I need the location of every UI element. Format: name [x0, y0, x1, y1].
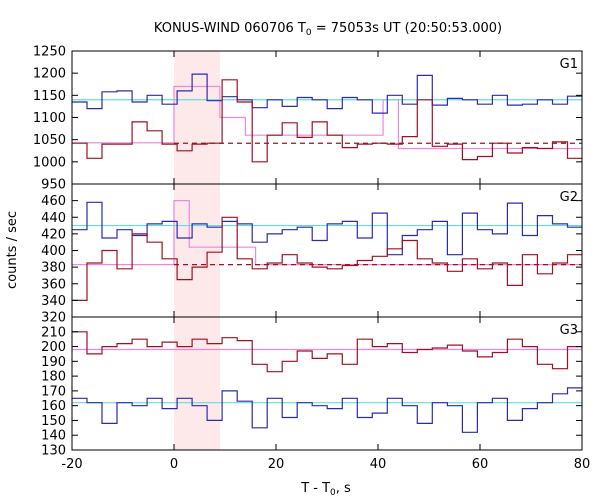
y-tick-label-g1: 950 [41, 178, 66, 193]
y-tick-label-g1: 1250 [33, 45, 66, 60]
panel-g1 [72, 73, 582, 163]
model-step-g2 [72, 200, 582, 266]
panel-frame-g3 [71, 316, 583, 451]
series-red-g2 [72, 216, 582, 301]
x-tick-label: 0 [170, 457, 178, 472]
y-axis-title: counts / sec [5, 211, 20, 289]
y-tick-label-g1: 1100 [33, 111, 66, 126]
chart-title: KONUS-WIND 060706 T0 = 75053s UT (20:50:… [154, 21, 502, 38]
y-tick-label-g2: 420 [41, 227, 66, 242]
series-red-g3 [72, 331, 582, 373]
y-tick-label-g2: 360 [41, 277, 66, 292]
y-tick-label-g1: 1200 [33, 67, 66, 82]
panel-label-g1: G1 [560, 57, 578, 72]
y-tick-label-g3: 140 [41, 429, 66, 444]
panel-label-g2: G2 [560, 190, 578, 205]
y-tick-label-g3: 130 [41, 444, 66, 459]
y-tick-label-g3: 200 [41, 340, 66, 355]
x-tick-label: 80 [574, 457, 591, 472]
y-tick-label-g3: 180 [41, 370, 66, 385]
y-tick-label-g3: 210 [41, 325, 66, 340]
y-tick-label-g3: 160 [41, 399, 66, 414]
x-tick-label: 60 [472, 457, 489, 472]
x-tick-label: -20 [61, 457, 82, 472]
panel-g3 [72, 331, 582, 433]
panel-frame-g1 [71, 50, 583, 185]
x-axis-title: T - T0, s [300, 481, 351, 498]
y-tick-label-g2: 460 [41, 194, 66, 209]
y-tick-label-g1: 1050 [33, 133, 66, 148]
x-tick-label: 20 [268, 457, 285, 472]
highlight-interval [174, 51, 220, 450]
y-tick-label-g3: 190 [41, 355, 66, 370]
panel-frame-g2 [71, 183, 583, 318]
y-tick-label-g1: 1000 [33, 155, 66, 170]
panel-label-g3: G3 [560, 323, 578, 338]
model-step-g1 [72, 85, 582, 150]
y-tick-label-g2: 380 [41, 261, 66, 276]
series-red-g1 [72, 79, 582, 163]
y-tick-label-g2: 320 [41, 311, 66, 326]
y-tick-label-g1: 1150 [33, 89, 66, 104]
y-tick-label-g3: 150 [41, 414, 66, 429]
y-tick-label-g2: 340 [41, 294, 66, 309]
series-blue-g1 [72, 73, 582, 114]
series-blue-g3 [72, 387, 582, 433]
y-tick-label-g2: 440 [41, 211, 66, 226]
x-tick-label: 40 [370, 457, 387, 472]
series-blue-g2 [72, 201, 582, 256]
y-tick-label-g2: 400 [41, 244, 66, 259]
panel-g2 [72, 200, 582, 301]
y-tick-label-g3: 170 [41, 384, 66, 399]
